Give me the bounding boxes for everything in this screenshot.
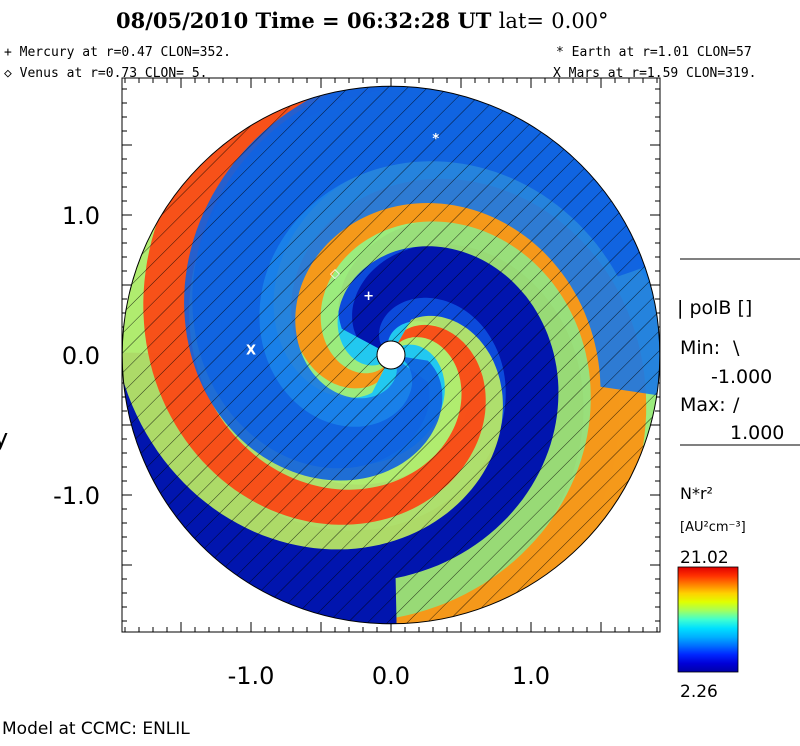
- axis-ticks: [122, 78, 660, 632]
- sun-disk: [376, 340, 406, 370]
- chart-title: 08/05/2010 Time = 06:32:28 UT lat= 0.00°: [116, 8, 609, 33]
- max-value: 1.000: [730, 422, 784, 444]
- colorbar-label: N*r²: [680, 484, 713, 503]
- x-tick-label: -1.0: [228, 662, 275, 690]
- planet-marker-venus: ◇: [330, 266, 340, 281]
- y-tick-label: 0.0: [62, 342, 100, 370]
- date-text: 08/05/2010: [116, 8, 249, 33]
- polarity-legend: | polB [] Min: \ -1.000 Max: / 1.000: [677, 258, 800, 446]
- venus-info: ◇ Venus at r=0.73 CLON= 5.: [4, 66, 208, 81]
- y-tick-label: -1.0: [53, 482, 100, 510]
- colorbar-gradient: [677, 566, 739, 673]
- mercury-info: + Mercury at r=0.47 CLON=352.: [4, 45, 231, 60]
- lat-label: lat=: [498, 9, 544, 33]
- y-tick-label: 1.0: [62, 202, 100, 230]
- time-label: Time =: [255, 8, 340, 33]
- earth-info: * Earth at r=1.01 CLON=57: [556, 45, 752, 60]
- colorbar-units: [AU²cm⁻³]: [680, 520, 746, 535]
- planet-marker-earth: *: [432, 132, 439, 147]
- time-text: 06:32:28 UT: [346, 8, 492, 33]
- max-hatch-symbol: /: [733, 394, 740, 416]
- y-tick-labels: 1.0 0.0 -1.0: [53, 202, 100, 510]
- min-value: -1.000: [711, 366, 772, 388]
- planet-markers: + ◇ * X: [246, 132, 439, 358]
- planet-marker-mars: X: [246, 343, 256, 358]
- model-credit: Model at CCMC: ENLIL: [2, 719, 190, 739]
- min-hatch-symbol: \: [733, 337, 740, 359]
- x-tick-labels: -1.0 0.0 1.0: [228, 662, 551, 690]
- colorbar: N*r² [AU²cm⁻³] 21.02 2.26: [677, 484, 746, 702]
- polarity-title: | polB []: [677, 297, 752, 319]
- mars-info: X Mars at r=1.59 CLON=319.: [553, 66, 757, 81]
- domain-boundary: [121, 85, 661, 625]
- y-axis-label: y: [0, 424, 8, 452]
- max-label: Max:: [680, 394, 726, 416]
- min-label: Min:: [680, 337, 720, 359]
- x-tick-label: 1.0: [512, 662, 550, 690]
- x-tick-label: 0.0: [372, 662, 410, 690]
- colorbar-max: 21.02: [680, 548, 729, 568]
- planet-marker-mercury: +: [363, 289, 374, 304]
- lat-value: 0.00°: [551, 9, 609, 33]
- colorbar-min: 2.26: [680, 682, 718, 702]
